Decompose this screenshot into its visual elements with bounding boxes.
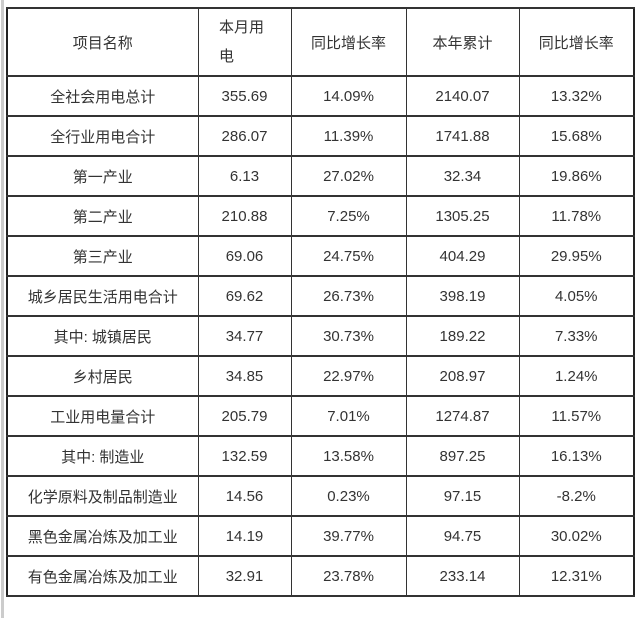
cell-month-yoy: 11.39% <box>290 115 407 157</box>
table-row: 乡村居民 34.85 22.97% 208.97 1.24% <box>6 355 635 397</box>
cell-month-yoy: 30.73% <box>290 315 407 357</box>
table-row: 第二产业 210.88 7.25% 1305.25 11.78% <box>6 195 635 237</box>
cell-month-usage: 210.88 <box>197 195 292 237</box>
cell-month-yoy: 39.77% <box>290 515 407 557</box>
cell-month-usage: 34.85 <box>197 355 292 397</box>
cell-item-name: 其中: 城镇居民 <box>6 315 199 357</box>
cell-year-cumulative: 398.19 <box>405 275 520 317</box>
cell-year-yoy: 11.78% <box>518 195 635 237</box>
left-border-strip <box>1 0 4 618</box>
cell-month-usage: 14.19 <box>197 515 292 557</box>
table-body: 全社会用电总计 355.69 14.09% 2140.07 13.32% 全行业… <box>6 75 635 597</box>
cell-item-name: 黑色金属冶炼及加工业 <box>6 515 199 557</box>
cell-item-name: 有色金属冶炼及加工业 <box>6 555 199 597</box>
cell-year-cumulative: 32.34 <box>405 155 520 197</box>
cell-item-name: 全社会用电总计 <box>6 75 199 117</box>
cell-year-yoy: 7.33% <box>518 315 635 357</box>
cell-month-yoy: 24.75% <box>290 235 407 277</box>
table-row: 黑色金属冶炼及加工业 14.19 39.77% 94.75 30.02% <box>6 515 635 557</box>
column-header-item-name: 项目名称 <box>6 7 199 77</box>
cell-year-yoy: 16.13% <box>518 435 635 477</box>
table-row: 工业用电量合计 205.79 7.01% 1274.87 11.57% <box>6 395 635 437</box>
cell-month-yoy: 23.78% <box>290 555 407 597</box>
cell-year-yoy: 1.24% <box>518 355 635 397</box>
header-row: 项目名称 本月用电 同比增长率 本年累计 同比增长率 <box>6 7 635 77</box>
cell-year-yoy: 19.86% <box>518 155 635 197</box>
cell-month-usage: 132.59 <box>197 435 292 477</box>
cell-item-name: 全行业用电合计 <box>6 115 199 157</box>
column-header-month-usage-label: 本月用电 <box>219 18 265 65</box>
cell-month-yoy: 26.73% <box>290 275 407 317</box>
cell-month-yoy: 14.09% <box>290 75 407 117</box>
cell-year-cumulative: 404.29 <box>405 235 520 277</box>
cell-item-name: 化学原料及制品制造业 <box>6 475 199 517</box>
table-header: 项目名称 本月用电 同比增长率 本年累计 同比增长率 <box>6 7 635 77</box>
table-row: 全行业用电合计 286.07 11.39% 1741.88 15.68% <box>6 115 635 157</box>
column-header-month-usage: 本月用电 <box>197 7 292 77</box>
electricity-usage-table: 项目名称 本月用电 同比增长率 本年累计 同比增长率 全社会用电总计 355.6… <box>6 7 635 597</box>
cell-item-name: 第二产业 <box>6 195 199 237</box>
cell-month-yoy: 22.97% <box>290 355 407 397</box>
cell-month-usage: 34.77 <box>197 315 292 357</box>
cell-item-name: 乡村居民 <box>6 355 199 397</box>
cell-year-yoy: -8.2% <box>518 475 635 517</box>
cell-year-yoy: 12.31% <box>518 555 635 597</box>
cell-month-yoy: 7.01% <box>290 395 407 437</box>
cell-year-cumulative: 233.14 <box>405 555 520 597</box>
column-header-month-yoy: 同比增长率 <box>290 7 407 77</box>
cell-year-yoy: 29.95% <box>518 235 635 277</box>
cell-year-cumulative: 94.75 <box>405 515 520 557</box>
cell-month-usage: 32.91 <box>197 555 292 597</box>
cell-item-name: 第一产业 <box>6 155 199 197</box>
cell-month-usage: 205.79 <box>197 395 292 437</box>
cell-year-yoy: 11.57% <box>518 395 635 437</box>
cell-year-cumulative: 189.22 <box>405 315 520 357</box>
cell-year-yoy: 30.02% <box>518 515 635 557</box>
cell-year-cumulative: 208.97 <box>405 355 520 397</box>
cell-month-yoy: 0.23% <box>290 475 407 517</box>
table-row: 全社会用电总计 355.69 14.09% 2140.07 13.32% <box>6 75 635 117</box>
column-header-year-cumulative: 本年累计 <box>405 7 520 77</box>
cell-year-yoy: 13.32% <box>518 75 635 117</box>
column-header-year-yoy: 同比增长率 <box>518 7 635 77</box>
table-row: 其中: 制造业 132.59 13.58% 897.25 16.13% <box>6 435 635 477</box>
cell-year-cumulative: 1741.88 <box>405 115 520 157</box>
cell-month-usage: 69.62 <box>197 275 292 317</box>
cell-item-name: 其中: 制造业 <box>6 435 199 477</box>
table-row: 有色金属冶炼及加工业 32.91 23.78% 233.14 12.31% <box>6 555 635 597</box>
cell-year-cumulative: 97.15 <box>405 475 520 517</box>
cell-year-yoy: 15.68% <box>518 115 635 157</box>
cell-month-usage: 69.06 <box>197 235 292 277</box>
cell-month-usage: 286.07 <box>197 115 292 157</box>
table-row: 其中: 城镇居民 34.77 30.73% 189.22 7.33% <box>6 315 635 357</box>
cell-year-cumulative: 1274.87 <box>405 395 520 437</box>
cell-month-usage: 6.13 <box>197 155 292 197</box>
table-row: 第一产业 6.13 27.02% 32.34 19.86% <box>6 155 635 197</box>
cell-year-yoy: 4.05% <box>518 275 635 317</box>
cell-item-name: 第三产业 <box>6 235 199 277</box>
cell-month-usage: 355.69 <box>197 75 292 117</box>
table-row: 第三产业 69.06 24.75% 404.29 29.95% <box>6 235 635 277</box>
cell-year-cumulative: 2140.07 <box>405 75 520 117</box>
cell-month-yoy: 13.58% <box>290 435 407 477</box>
cell-item-name: 工业用电量合计 <box>6 395 199 437</box>
cell-month-yoy: 27.02% <box>290 155 407 197</box>
table-row: 化学原料及制品制造业 14.56 0.23% 97.15 -8.2% <box>6 475 635 517</box>
cell-month-usage: 14.56 <box>197 475 292 517</box>
cell-item-name: 城乡居民生活用电合计 <box>6 275 199 317</box>
cell-year-cumulative: 1305.25 <box>405 195 520 237</box>
cell-year-cumulative: 897.25 <box>405 435 520 477</box>
cell-month-yoy: 7.25% <box>290 195 407 237</box>
table-row: 城乡居民生活用电合计 69.62 26.73% 398.19 4.05% <box>6 275 635 317</box>
